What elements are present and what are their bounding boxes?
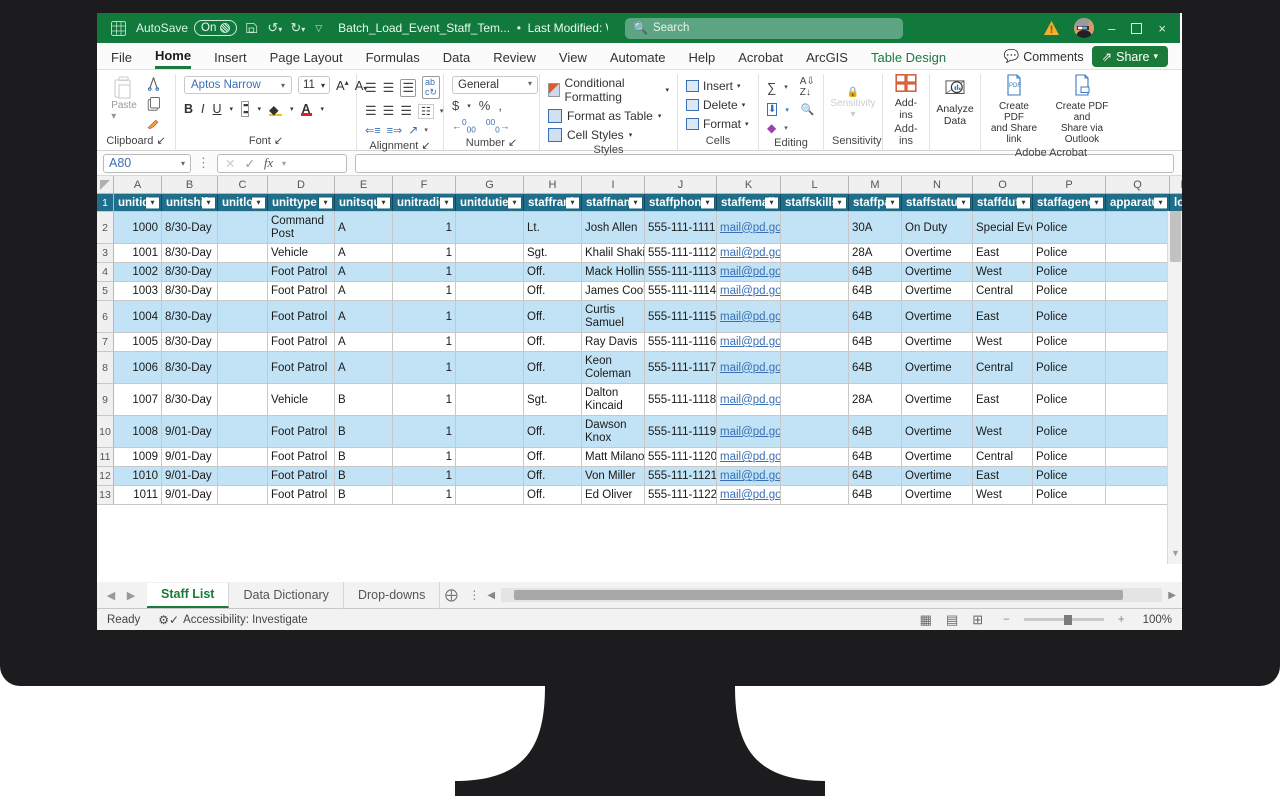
svg-text:PDF: PDF (1009, 83, 1021, 89)
